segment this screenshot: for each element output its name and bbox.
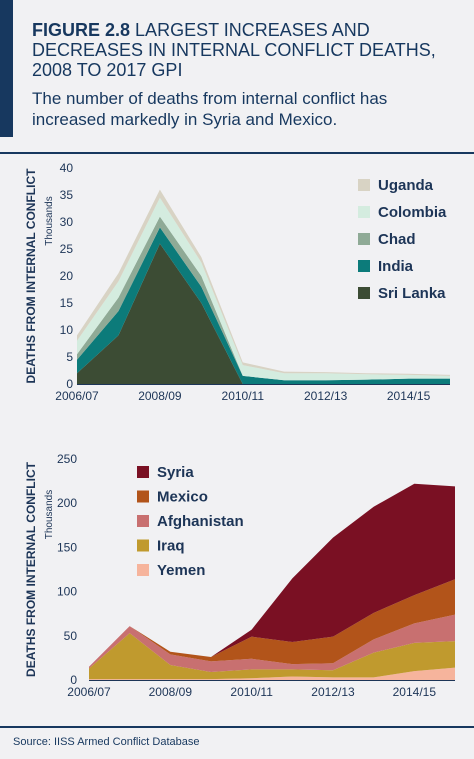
y-axis-label: DEATHS FROM INTERNAL CONFLICT: [24, 168, 38, 384]
x-tick-label: 2010/11: [222, 389, 265, 403]
x-tick-label: 2006/07: [67, 685, 111, 699]
rule-top: [0, 152, 474, 154]
x-tick-label: 2012/13: [304, 389, 348, 403]
y-tick-label: 40: [60, 161, 74, 175]
legend-swatch: [137, 515, 149, 527]
x-tick-label: 2006/07: [55, 389, 99, 403]
legend-label: Uganda: [378, 177, 434, 194]
series-area-iraq: [89, 633, 455, 680]
y-axis-label: DEATHS FROM INTERNAL CONFLICT: [24, 461, 38, 677]
chart-bottom: 0 50 100 150 200 250 DEATHS FROM INTERNAL CONF…: [24, 452, 455, 699]
series-area-sri-lanka: [77, 243, 450, 384]
series-area-yemen: [89, 667, 455, 680]
y-tick-label: 35: [60, 188, 74, 202]
rule-bottom: [0, 726, 474, 728]
y-tick-label: 100: [57, 585, 77, 599]
legend-swatch: [358, 287, 370, 299]
legend-swatch: [137, 539, 149, 552]
legend-swatch: [137, 564, 149, 576]
y-unit-label: Thousands: [44, 196, 55, 245]
accent-bar: [0, 0, 13, 137]
y-tick-label: 250: [57, 452, 77, 466]
series-area-mexico: [89, 579, 455, 667]
figure-header: FIGURE 2.8 LARGEST INCREASES AND DECREAS…: [32, 20, 462, 130]
x-tick-label: 2012/13: [311, 685, 355, 699]
y-tick-label: 150: [57, 540, 77, 554]
legend-label: Chad: [378, 231, 416, 248]
y-tick-label: 5: [66, 350, 73, 364]
y-tick-label: 0: [66, 377, 73, 391]
chart-top: 0 5 10 15 20 25 30 35 40 DEATHS FROM INTERNAL CON…: [24, 161, 450, 403]
legend-label: Mexico: [157, 489, 208, 506]
y-tick-label: 25: [60, 242, 74, 256]
legend-swatch: [358, 233, 370, 245]
legend-swatch: [358, 179, 370, 191]
y-tick-label: 50: [64, 629, 78, 643]
figure-title-text: LARGEST INCREASES AND DECREASES IN INTER…: [32, 20, 436, 80]
legend-swatch: [358, 206, 370, 218]
legend-label: Colombia: [378, 204, 447, 221]
series-area-syria: [89, 483, 455, 667]
series-area-afghanistan: [89, 614, 455, 673]
figure-label: FIGURE 2.8: [32, 20, 131, 40]
x-tick-label: 2008/09: [138, 389, 182, 403]
y-tick-label: 30: [60, 215, 74, 229]
y-tick-label: 200: [57, 496, 77, 510]
x-tick-label: 2014/15: [393, 685, 437, 699]
legend-label: Afghanistan: [157, 513, 244, 530]
figure-subtitle: The number of deaths from internal confl…: [32, 89, 388, 129]
source-note: Source: IISS Armed Conflict Database: [13, 736, 200, 748]
y-unit-label: Thousands: [44, 490, 55, 539]
legend-label: Syria: [157, 464, 194, 481]
legend-swatch: [358, 260, 370, 272]
y-tick-label: 10: [60, 323, 74, 337]
legend-label: Iraq: [157, 538, 185, 555]
y-tick-label: 20: [60, 269, 74, 283]
y-tick-label: 0: [70, 673, 77, 687]
legend-swatch: [137, 466, 149, 478]
x-tick-label: 2014/15: [387, 389, 431, 403]
x-tick-label: 2010/11: [230, 685, 273, 699]
y-tick-label: 15: [60, 296, 74, 310]
x-tick-label: 2008/09: [149, 685, 193, 699]
legend-label: Sri Lanka: [378, 285, 446, 302]
legend-label: India: [378, 258, 414, 275]
legend-label: Yemen: [157, 562, 205, 579]
legend-swatch: [137, 490, 149, 503]
figure-title: FIGURE 2.8 LARGEST INCREASES AND DECREAS…: [32, 20, 462, 80]
